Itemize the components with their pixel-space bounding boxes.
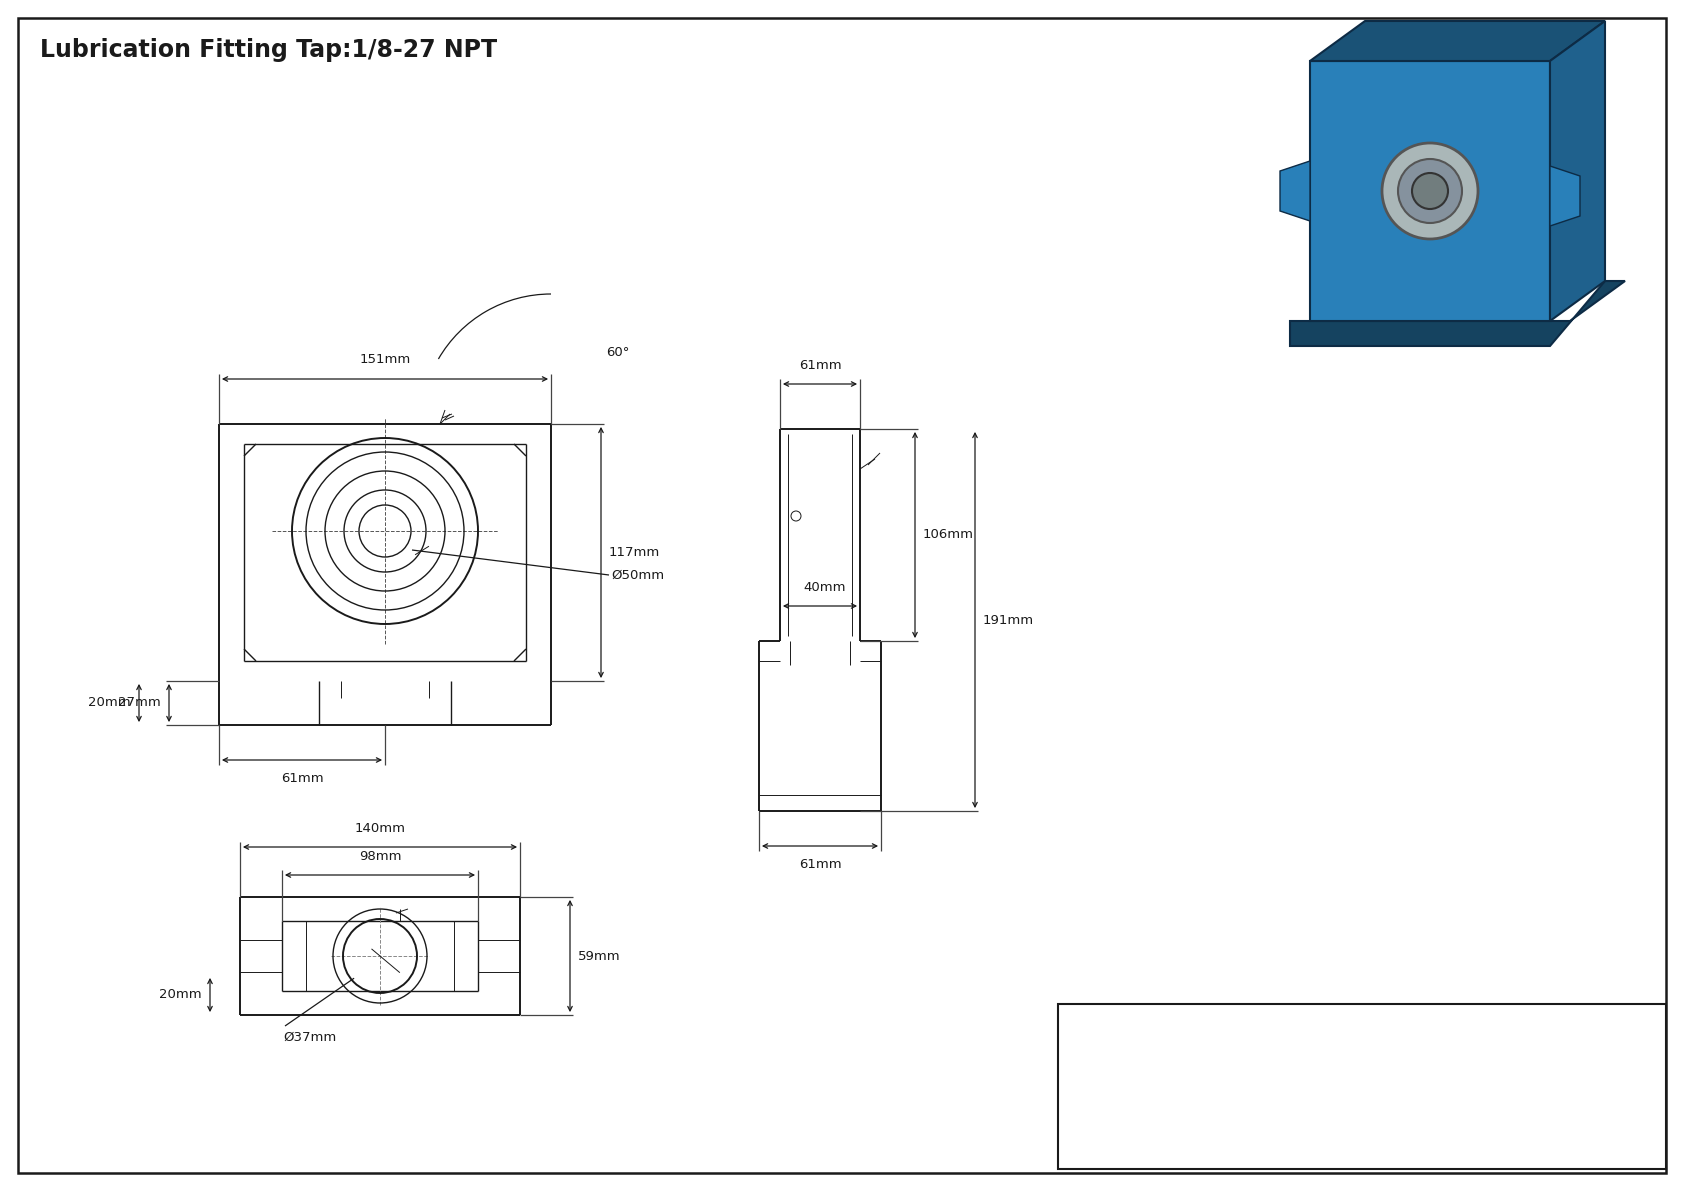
Text: 27mm: 27mm: [118, 697, 162, 710]
Text: 61mm: 61mm: [281, 772, 323, 785]
Text: 61mm: 61mm: [798, 858, 842, 871]
Text: UCT310: UCT310: [1425, 1104, 1502, 1122]
Text: 140mm: 140mm: [355, 822, 406, 835]
Text: 61mm: 61mm: [798, 358, 842, 372]
Text: SHANGHAI LILY BEARING LIMITED: SHANGHAI LILY BEARING LIMITED: [1325, 1024, 1601, 1040]
Text: Lubrication Fitting Tap:1/8-27 NPT: Lubrication Fitting Tap:1/8-27 NPT: [40, 38, 497, 62]
Text: 20mm: 20mm: [160, 989, 202, 1002]
Text: 20mm: 20mm: [88, 697, 131, 710]
Bar: [1058, 1004, 1665, 1170]
Polygon shape: [1280, 161, 1310, 222]
Text: Ø50mm: Ø50mm: [611, 568, 663, 581]
Text: ®: ®: [1207, 1017, 1223, 1031]
Text: Part
Number: Part Number: [1132, 1112, 1187, 1143]
Polygon shape: [1549, 166, 1580, 226]
Text: 191mm: 191mm: [983, 613, 1034, 626]
Text: Ø37mm: Ø37mm: [283, 1031, 337, 1045]
Text: Email: lilybearing@lily-bearing.com: Email: lilybearing@lily-bearing.com: [1352, 1052, 1575, 1065]
Text: 98mm: 98mm: [359, 850, 401, 863]
Text: 59mm: 59mm: [578, 949, 621, 962]
Polygon shape: [1290, 281, 1625, 347]
Text: 151mm: 151mm: [359, 353, 411, 366]
Circle shape: [1398, 160, 1462, 223]
Circle shape: [1411, 173, 1448, 208]
Text: 117mm: 117mm: [610, 545, 660, 559]
Text: Take-Up Bearing Units Set Screw Locking: Take-Up Bearing Units Set Screw Locking: [1327, 1135, 1600, 1148]
Text: LILY: LILY: [1101, 1019, 1219, 1072]
Circle shape: [1383, 143, 1479, 239]
Polygon shape: [1549, 21, 1605, 322]
Text: 106mm: 106mm: [923, 529, 973, 542]
Polygon shape: [1310, 61, 1549, 322]
Text: 40mm: 40mm: [803, 581, 847, 594]
Polygon shape: [1310, 21, 1605, 61]
Text: 60°: 60°: [606, 347, 630, 358]
